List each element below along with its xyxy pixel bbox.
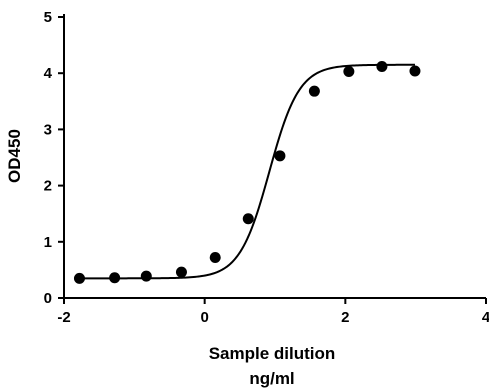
x-tick-label: 0 — [200, 309, 208, 326]
y-tick-label: 5 — [44, 9, 52, 26]
data-points — [73, 60, 421, 284]
y-axis-ticks: 0 1 2 3 4 5 — [44, 9, 64, 307]
y-tick-label: 4 — [44, 65, 53, 82]
data-point — [209, 252, 221, 264]
data-point — [376, 60, 388, 72]
plot-area: 0 1 2 3 4 5 -2 0 2 4 — [44, 9, 489, 326]
y-tick-label: 1 — [44, 234, 52, 251]
data-point — [409, 65, 421, 77]
data-point — [109, 272, 121, 284]
y-tick-label: 0 — [44, 290, 52, 307]
x-tick-label: -2 — [57, 309, 70, 326]
x-axis-label-line2: ng/ml — [249, 369, 294, 388]
data-point — [242, 213, 254, 225]
data-point — [274, 150, 286, 162]
data-point — [140, 270, 152, 282]
x-axis-label-line1: Sample dilution — [209, 344, 336, 363]
fit-curve — [79, 63, 415, 280]
data-point — [175, 266, 187, 278]
data-point — [73, 272, 85, 284]
y-axis-label: OD450 — [5, 129, 24, 183]
y-tick-label: 2 — [44, 178, 52, 195]
x-tick-label: 4 — [482, 309, 489, 326]
x-tick-label: 2 — [341, 309, 349, 326]
y-tick-label: 3 — [44, 121, 52, 138]
data-point — [308, 85, 320, 97]
x-axis-ticks: -2 0 2 4 — [57, 298, 489, 326]
data-point — [343, 66, 355, 78]
